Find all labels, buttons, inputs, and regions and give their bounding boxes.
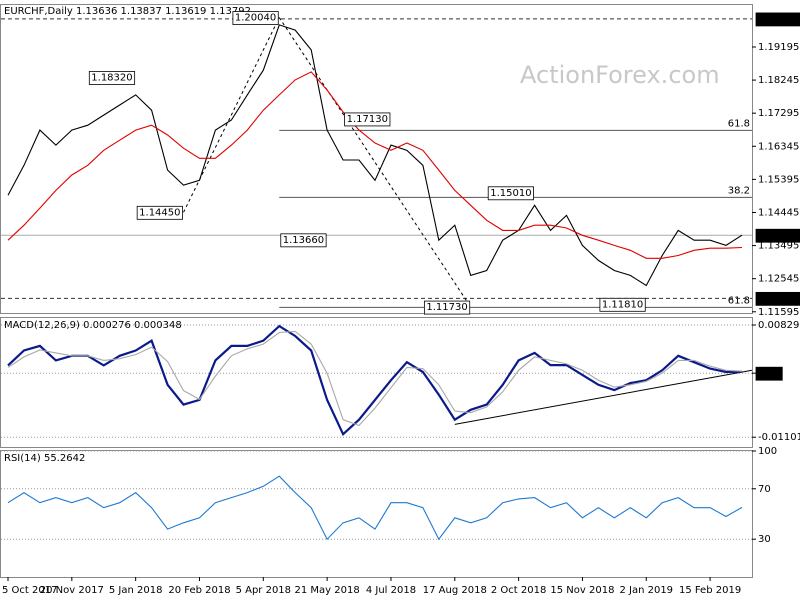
annotation-box	[599, 297, 646, 312]
y-tick-label: -0.011015	[758, 432, 800, 443]
x-tick-label: 17 Aug 2018	[423, 585, 487, 596]
y-tick-label: 1.15395	[758, 174, 799, 185]
annotation-box	[88, 71, 136, 85]
y-tick-label: 1.12545	[758, 274, 799, 285]
annotation: 1.14450	[139, 207, 180, 218]
fib-label: 61.8	[728, 118, 750, 129]
y-tick-label: 1.14445	[758, 207, 799, 218]
x-tick-label: 20 Feb 2018	[168, 585, 230, 596]
y-tick-label: 30	[758, 534, 771, 545]
x-tick-label: 5 Jan 2018	[109, 585, 163, 596]
y-tick-label: 1.13495	[758, 241, 799, 252]
chart-title: EURCHF,Daily 1.13636 1.13837 1.13619 1.1…	[4, 6, 251, 17]
x-tick-label: 20 Nov 2017	[40, 585, 104, 596]
annotation: 1.20040	[235, 13, 276, 24]
y-tick-label: 1.19195	[758, 42, 799, 53]
y-tick-label: 0.00	[758, 368, 780, 379]
last-price-label-box	[755, 228, 800, 243]
fib-label: 61.8	[728, 295, 750, 306]
y-tick-label: 70	[758, 484, 771, 495]
x-tick-label: 15 Feb 2019	[679, 585, 741, 596]
y-tick-label: 100	[758, 446, 777, 457]
annotation-box	[423, 300, 471, 315]
annotation-box	[280, 233, 327, 248]
annotation-box	[136, 205, 183, 220]
series-line	[7, 475, 743, 541]
level-label-box	[755, 12, 800, 27]
y-tick-label: 1.18245	[758, 75, 799, 86]
y-tick-label-box	[755, 366, 783, 381]
x-tick-label: 21 May 2018	[295, 585, 360, 596]
chart-title: RSI(14) 55.2642	[4, 453, 85, 464]
annotation-box	[487, 186, 534, 201]
annotation: 1.17130	[347, 114, 388, 125]
series-line	[7, 24, 743, 287]
y-tick-label: 1.17295	[758, 108, 799, 119]
x-tick-label: 15 Nov 2018	[550, 585, 614, 596]
annotation: 1.11810	[602, 299, 643, 310]
annotation-box	[344, 112, 391, 127]
macd-trendline	[454, 369, 753, 425]
y-tick-label: 1.16345	[758, 141, 799, 152]
fib-label: 38.2	[728, 185, 750, 196]
annotation: 1.11730	[426, 302, 467, 313]
x-tick-label: 5 Oct 2017	[2, 585, 57, 596]
trend-line	[278, 17, 472, 308]
annotation: 1.15010	[490, 188, 531, 199]
series-line	[7, 330, 743, 427]
series-line	[7, 71, 743, 259]
macd-panel	[0, 317, 753, 448]
x-tick-label: 2 Jan 2019	[619, 585, 673, 596]
annotation: 1.18320	[91, 72, 132, 83]
price-panel	[0, 4, 753, 314]
x-tick-label: 5 Apr 2018	[236, 585, 291, 596]
y-tick-label: 1.11595	[758, 307, 799, 318]
annotation-box	[232, 11, 279, 25]
level-label-box	[755, 291, 800, 306]
chart-title: MACD(12,26,9) 0.000276 0.000348	[4, 320, 182, 331]
watermark: ActionForex.com	[520, 61, 720, 89]
x-tick-label: 2 Oct 2018	[491, 585, 546, 596]
annotation: 1.13660	[283, 235, 324, 246]
last-price-label: 1.13792	[758, 230, 799, 241]
series-line	[7, 324, 743, 437]
level-label: 1.20000	[758, 14, 799, 25]
y-tick-label: 0.008292	[758, 320, 800, 331]
level-label: 1.11980	[758, 293, 799, 304]
x-tick-label: 4 Jul 2018	[366, 585, 416, 596]
